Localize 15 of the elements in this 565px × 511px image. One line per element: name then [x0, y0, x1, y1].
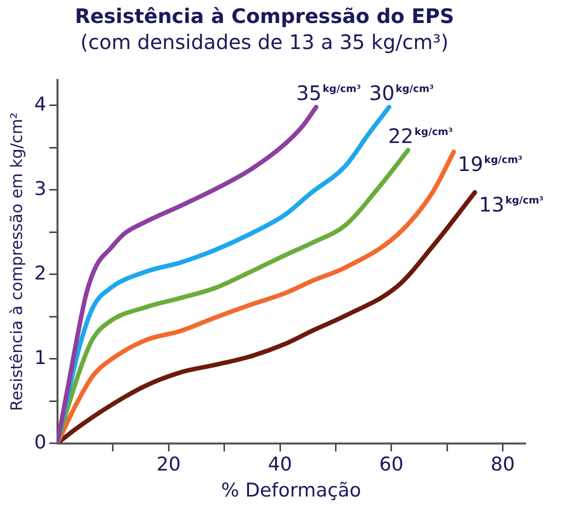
chart-subtitle: (com densidades de 13 a 35 kg/cm³)	[80, 30, 449, 54]
y-tick-label: 0	[34, 431, 46, 454]
y-tick-label: 2	[34, 262, 46, 284]
chart-title: Resistência à Compressão do EPS	[74, 4, 454, 28]
line-series	[57, 104, 318, 444]
x-tick-label: 40	[268, 454, 292, 476]
x-tick-label: 80	[490, 454, 515, 476]
y-axis-title: Resistência à compressão em kg/cm²	[6, 112, 26, 411]
line-series	[57, 190, 478, 444]
x-tick-label: 60	[379, 454, 404, 476]
y-tick-label: 4	[34, 93, 46, 116]
x-tick-label: 20	[156, 454, 181, 476]
y-tick-label: 3	[34, 178, 46, 200]
y-tick-label: 1	[34, 346, 46, 369]
x-axis-title: % Deformação	[221, 480, 362, 502]
